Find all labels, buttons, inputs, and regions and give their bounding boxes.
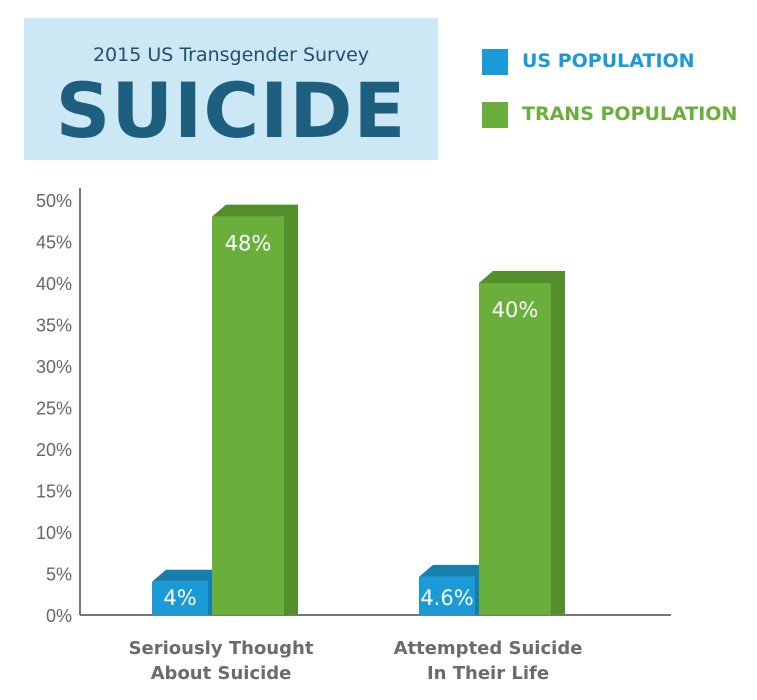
us-bar-front <box>152 581 208 615</box>
legend-swatch-us <box>482 49 508 75</box>
category-label: About Suicide <box>151 663 292 684</box>
category-label: Attempted Suicide <box>394 638 583 659</box>
y-tick-label: 50% <box>36 191 72 211</box>
trans-bar-side <box>284 204 298 615</box>
trans-data-label: 48% <box>225 232 272 256</box>
trans-bar-top <box>479 271 565 283</box>
y-tick-label: 15% <box>36 482 72 502</box>
trans-bar <box>479 271 565 615</box>
trans-bar-front <box>212 216 284 615</box>
us-data-label: 4.6% <box>420 586 473 610</box>
trans-bar <box>212 204 298 615</box>
title-box: 2015 US Transgender Survey SUICIDE <box>24 18 438 160</box>
legend-label-us: US POPULATION <box>522 50 695 72</box>
us-bar <box>419 564 489 615</box>
y-tick-label: 25% <box>36 399 72 419</box>
y-tick-label: 10% <box>36 523 72 543</box>
trans-data-label: 40% <box>492 298 539 322</box>
y-tick-label: 45% <box>36 233 72 253</box>
trans-bar-front <box>479 283 551 615</box>
y-tick-label: 0% <box>46 606 72 626</box>
y-tick-label: 20% <box>36 440 72 460</box>
category-label: In Their Life <box>427 663 549 684</box>
us-bar-top <box>152 569 222 582</box>
chart-subtitle: 2015 US Transgender Survey <box>92 44 370 66</box>
y-tick-label: 35% <box>36 316 72 336</box>
y-tick-label: 30% <box>36 357 72 377</box>
legend-label-trans: TRANS POPULATION <box>522 103 738 125</box>
category-label: Seriously Thought <box>129 638 314 659</box>
trans-bar-top <box>212 204 298 217</box>
us-bar-front <box>419 576 475 615</box>
us-data-label: 4% <box>163 586 196 610</box>
y-tick-label: 5% <box>46 565 72 585</box>
trans-bar-side <box>551 271 565 615</box>
legend-swatch-trans <box>482 102 508 128</box>
us-bar-top <box>419 564 489 577</box>
y-tick-label: 40% <box>36 274 72 294</box>
chart-title: SUICIDE <box>55 66 407 155</box>
